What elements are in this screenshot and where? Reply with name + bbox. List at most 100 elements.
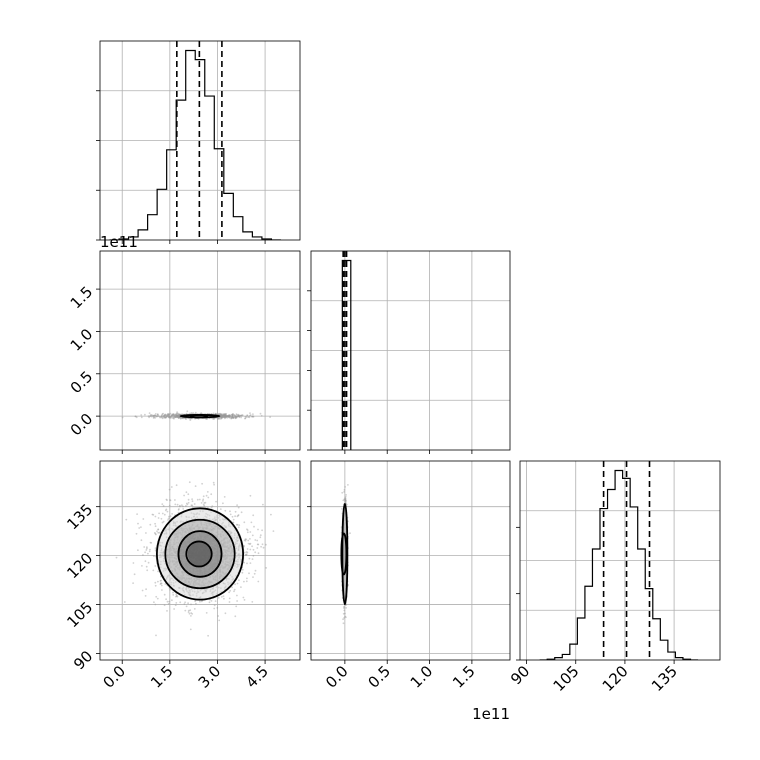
sample-point [246,548,249,550]
sample-point [134,415,137,418]
sample-point [227,415,230,418]
sample-point [177,415,180,418]
sample-point [221,416,223,419]
sample-point [169,499,172,502]
sample-point [252,416,255,418]
sample-point [189,419,192,421]
sample-point [153,601,155,604]
contour-line [341,502,349,606]
panel-frame [99,250,301,451]
sample-point [245,551,248,553]
sample-point [172,414,175,417]
sample-point [215,500,218,503]
sample-point [168,416,171,419]
sample-point [160,579,162,582]
sample-point [227,414,230,417]
y-tick-label: 105 [63,598,96,631]
sample-point [214,600,217,602]
sample-point [236,523,239,526]
sample-point [171,414,173,417]
sample-point [251,534,254,537]
sample-point [247,539,250,542]
sample-point [222,502,224,505]
sample-point [148,550,151,553]
sample-point [234,583,237,586]
sample-point [125,518,128,521]
sample-point [235,523,238,526]
sample-point [167,413,170,416]
sample-point [168,600,171,603]
sample-point [222,416,225,418]
sample-point [252,548,255,551]
sample-point [242,596,245,599]
sample-point [165,416,167,419]
sample-point [197,417,200,420]
sample-point [228,416,231,418]
sample-point [240,511,243,514]
sample-point [161,503,164,505]
x-tick-label: 1.5 [147,662,177,692]
sample-point [161,415,163,417]
sample-point [148,412,151,414]
sample-point [189,628,192,631]
sample-point [200,412,203,415]
sample-point [154,532,157,535]
sample-point [168,414,171,416]
sample-point [180,413,183,416]
sample-point [230,417,233,419]
sample-point [174,499,176,501]
sample-point [244,538,247,541]
y-tick-label: 120 [63,549,96,582]
sample-point [164,414,166,416]
sample-point [170,416,172,419]
sample-point [174,413,177,416]
sample-point [205,418,208,420]
sample-point [224,413,226,416]
sample-point [243,521,246,524]
sample-point [236,594,238,597]
sample-point [222,414,225,417]
sample-point [213,607,216,610]
sample-point [178,416,181,418]
sample-point [190,417,193,420]
panel-frame [99,460,301,661]
sample-point [249,562,252,564]
sample-point [343,498,346,501]
sample-point [221,414,224,417]
sample-point [165,498,168,501]
sample-point [170,414,173,416]
sample-point [213,604,216,607]
sample-point [344,498,347,500]
sample-point [229,589,232,592]
sample-point [199,412,202,415]
sample-point [156,597,159,600]
sample-point [246,528,248,531]
sample-point [135,532,138,535]
sample-point [245,554,248,556]
sample-point [344,499,347,502]
sample-point [225,415,228,418]
sample-point [149,414,152,416]
sample-point [141,565,143,567]
sample-point [235,416,238,419]
x-tick-label: 3.0 [195,662,225,692]
sample-point [220,415,223,418]
sample-point [163,414,166,417]
sample-point [251,415,254,418]
sample-point [171,413,174,416]
sample-point [172,413,175,416]
sample-point [230,415,233,418]
sample-point [246,414,249,417]
sample-point [244,415,247,418]
sample-point [232,417,235,419]
x-tick-label: 1.5 [449,662,479,692]
histogram-step [341,259,352,450]
gridlines [520,461,720,660]
sample-point [156,413,159,416]
sample-point [158,512,161,515]
sample-point [168,488,171,491]
sample-point [233,590,235,593]
sample-point [231,413,233,416]
plot-marks: 90 105 120 135 0.0 0.5 1.0 1.5 0.0 1.5 3.0 4.5 90 105… [63,40,721,723]
sample-point [185,418,187,420]
